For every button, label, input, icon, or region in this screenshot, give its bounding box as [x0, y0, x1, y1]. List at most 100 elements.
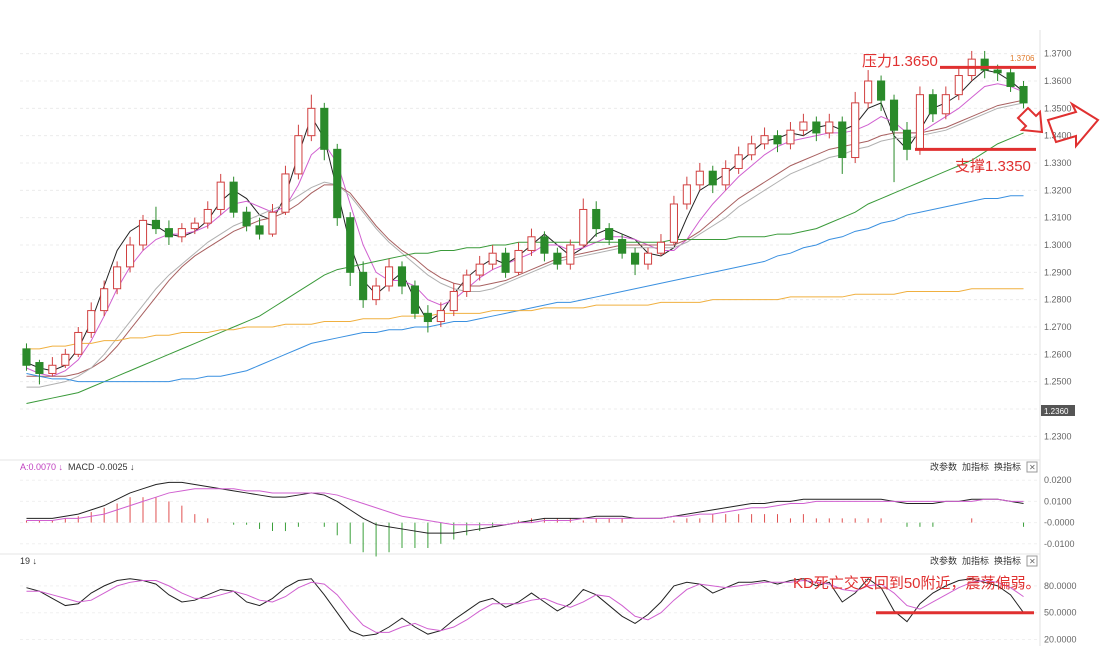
- candle-body: [695, 170, 704, 186]
- candle: [190, 217, 199, 235]
- candle: [669, 195, 678, 245]
- price-tick-label: 1.2500: [1044, 377, 1072, 387]
- macd-lines: [26, 481, 1024, 534]
- low-price-badge: [1041, 405, 1075, 416]
- macd-add-indicator-button[interactable]: 加指标: [962, 461, 989, 472]
- kd-panel: 19 ↓ 改参数 加指标 换指标 ✕ KD死亡交叉回到50附近，震荡偏弱。 80…: [20, 555, 1077, 645]
- macd-close-button[interactable]: ✕: [1026, 461, 1038, 473]
- candle-body: [100, 288, 109, 312]
- price-tick-label: 1.3300: [1044, 158, 1072, 168]
- candle-body: [1006, 72, 1015, 87]
- candle-body: [514, 249, 523, 273]
- candle-body: [928, 94, 937, 115]
- candle: [138, 214, 148, 251]
- candle-body: [281, 173, 290, 213]
- candle-body: [22, 348, 31, 366]
- candle-body: [864, 80, 873, 104]
- candle-body: [708, 170, 717, 186]
- candle: [734, 146, 743, 174]
- candle: [87, 302, 96, 338]
- candle: [423, 305, 432, 333]
- kd-switch-indicator-button[interactable]: 换指标: [994, 555, 1021, 566]
- candle: [928, 89, 937, 122]
- candle: [760, 127, 769, 150]
- candle: [294, 124, 303, 180]
- candle-body: [333, 148, 342, 219]
- candle-body: [592, 208, 601, 230]
- macd-dif-line: [26, 481, 1024, 534]
- candle-body: [954, 75, 963, 96]
- candle-body: [669, 203, 678, 243]
- candle-body: [993, 69, 1002, 74]
- kd-add-indicator-button[interactable]: 加指标: [962, 555, 989, 566]
- candle: [838, 116, 847, 174]
- kd-close-box[interactable]: [1026, 555, 1038, 567]
- candle-body: [307, 107, 316, 137]
- candle-body: [397, 266, 407, 287]
- candle-body: [656, 241, 666, 254]
- candle: [449, 283, 458, 317]
- macd-legend-macd: MACD -0.0025 ↓: [68, 462, 135, 472]
- candle-body: [734, 154, 743, 169]
- price-tick-label: 1.3600: [1044, 76, 1072, 86]
- moving-average-line-5: [26, 132, 1024, 405]
- kd-legend: 19 ↓: [20, 556, 37, 566]
- candle: [786, 122, 795, 150]
- candle: [877, 75, 886, 112]
- macd-switch-indicator-button[interactable]: 换指标: [994, 461, 1021, 472]
- candle-body: [527, 236, 536, 251]
- candle-body: [915, 94, 924, 150]
- close-icon[interactable]: ✕: [1029, 557, 1036, 566]
- candle-body: [74, 331, 83, 355]
- candle: [113, 261, 122, 295]
- macd-legend-a-value: A:0.0070 ↓: [20, 462, 63, 472]
- candle: [462, 269, 471, 297]
- candle: [799, 113, 808, 136]
- candle: [812, 116, 821, 142]
- macd-close-box[interactable]: [1026, 461, 1038, 473]
- candle: [540, 231, 549, 262]
- candle-body: [553, 252, 562, 265]
- kd-annotation: KD死亡交叉回到50附近，震荡偏弱。: [793, 574, 1041, 592]
- candle: [902, 122, 912, 161]
- candle: [695, 163, 704, 191]
- candle-body: [631, 252, 640, 265]
- candle-body: [449, 290, 458, 312]
- macd-edit-params-button[interactable]: 改参数: [930, 461, 957, 472]
- right-arrow-icon: [1046, 101, 1100, 149]
- macd-tick-label: 0.0200: [1044, 475, 1072, 485]
- candle: [216, 173, 225, 215]
- close-icon[interactable]: ✕: [1029, 463, 1036, 472]
- candle: [618, 234, 627, 259]
- candle: [721, 160, 730, 191]
- candle: [384, 258, 394, 292]
- candle: [100, 280, 109, 317]
- kd-edit-params-button[interactable]: 改参数: [930, 555, 957, 566]
- candle-body: [812, 121, 821, 134]
- kd-axis: 80.0000 50.0000 20.0000: [1044, 581, 1077, 645]
- support-label: 支撑1.3350: [955, 158, 1031, 175]
- macd-tick-label: 0.0100: [1044, 496, 1072, 506]
- candle-body: [177, 228, 186, 238]
- candle: [177, 223, 186, 243]
- macd-panel: A:0.0070 ↓ MACD -0.0025 ↓ 改参数 加指标 换指标 ✕ …: [20, 461, 1075, 557]
- candle-body: [851, 102, 860, 159]
- candle: [307, 94, 316, 142]
- candle-body: [346, 217, 355, 273]
- candle-body: [294, 135, 303, 175]
- candle: [682, 176, 691, 210]
- kd-close-button[interactable]: ✕: [1026, 555, 1038, 567]
- price-annotations: 压力1.3650 支撑1.3350 1.3706 1.2360: [862, 53, 1100, 416]
- candle: [501, 247, 510, 278]
- candle: [941, 86, 950, 120]
- moving-average-line-3: [26, 99, 1024, 377]
- candle-body: [320, 107, 329, 150]
- candle: [1019, 81, 1028, 109]
- candle: [825, 113, 834, 139]
- price-tick-label: 1.3100: [1044, 213, 1072, 223]
- resistance-label: 压力1.3650: [862, 53, 938, 70]
- candle-body: [475, 263, 484, 276]
- candle-body: [579, 208, 588, 246]
- candle-body: [799, 121, 808, 131]
- candle-body: [1019, 85, 1028, 104]
